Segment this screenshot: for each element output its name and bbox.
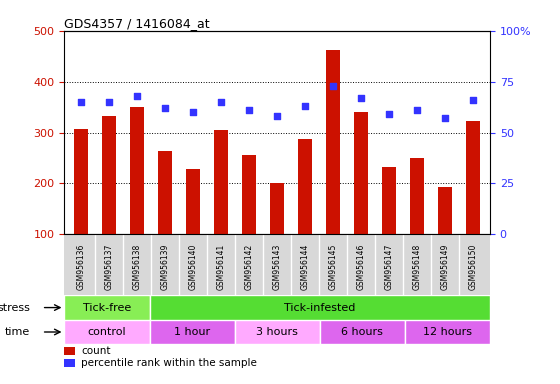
Point <box>385 111 394 117</box>
Text: GSM956147: GSM956147 <box>385 243 394 290</box>
Bar <box>150 320 235 344</box>
Text: GSM956141: GSM956141 <box>217 243 226 290</box>
Text: GSM956138: GSM956138 <box>133 243 142 290</box>
Bar <box>354 112 368 234</box>
Point <box>273 113 282 119</box>
Text: time: time <box>5 327 30 337</box>
Point <box>77 99 86 105</box>
Text: GSM956144: GSM956144 <box>301 243 310 290</box>
Point <box>441 115 450 121</box>
Text: GSM956139: GSM956139 <box>161 243 170 290</box>
Text: 12 hours: 12 hours <box>423 327 472 337</box>
Bar <box>410 158 424 234</box>
Text: GSM956137: GSM956137 <box>105 243 114 290</box>
Bar <box>130 107 144 234</box>
Bar <box>74 129 88 234</box>
Bar <box>466 121 480 234</box>
Point <box>469 97 478 103</box>
Bar <box>186 169 200 234</box>
Bar <box>242 155 256 234</box>
Point <box>133 93 142 99</box>
Point <box>189 109 198 115</box>
Point <box>301 103 310 109</box>
Text: 1 hour: 1 hour <box>174 327 210 337</box>
Text: GSM956136: GSM956136 <box>77 243 86 290</box>
Bar <box>214 130 228 234</box>
Point <box>329 83 338 89</box>
Text: stress: stress <box>0 303 30 313</box>
Text: count: count <box>81 346 111 356</box>
Text: GSM956142: GSM956142 <box>245 243 254 290</box>
Bar <box>326 50 340 234</box>
Text: GSM956149: GSM956149 <box>441 243 450 290</box>
Point <box>161 105 170 111</box>
Text: percentile rank within the sample: percentile rank within the sample <box>81 358 257 368</box>
Bar <box>405 320 490 344</box>
Text: control: control <box>88 327 126 337</box>
Bar <box>150 295 490 320</box>
Bar <box>320 320 405 344</box>
Text: GSM956146: GSM956146 <box>357 243 366 290</box>
Text: GSM956143: GSM956143 <box>273 243 282 290</box>
Bar <box>235 320 320 344</box>
Point <box>413 107 422 113</box>
Text: GSM956148: GSM956148 <box>413 243 422 290</box>
Text: Tick-infested: Tick-infested <box>284 303 356 313</box>
Text: GDS4357 / 1416084_at: GDS4357 / 1416084_at <box>64 17 210 30</box>
Bar <box>382 167 396 234</box>
Text: GSM956150: GSM956150 <box>469 243 478 290</box>
Bar <box>64 359 75 367</box>
Bar <box>64 320 150 344</box>
Text: GSM956145: GSM956145 <box>329 243 338 290</box>
Point <box>105 99 114 105</box>
Bar <box>298 139 312 234</box>
Bar <box>102 116 116 234</box>
Text: GSM956140: GSM956140 <box>189 243 198 290</box>
Bar <box>64 295 150 320</box>
Bar <box>270 184 284 234</box>
Bar <box>64 347 75 355</box>
Point <box>357 95 366 101</box>
Point <box>245 107 254 113</box>
Point <box>217 99 226 105</box>
Text: 6 hours: 6 hours <box>342 327 383 337</box>
Text: 3 hours: 3 hours <box>256 327 298 337</box>
Bar <box>158 151 172 234</box>
Bar <box>438 187 452 234</box>
Text: Tick-free: Tick-free <box>83 303 131 313</box>
